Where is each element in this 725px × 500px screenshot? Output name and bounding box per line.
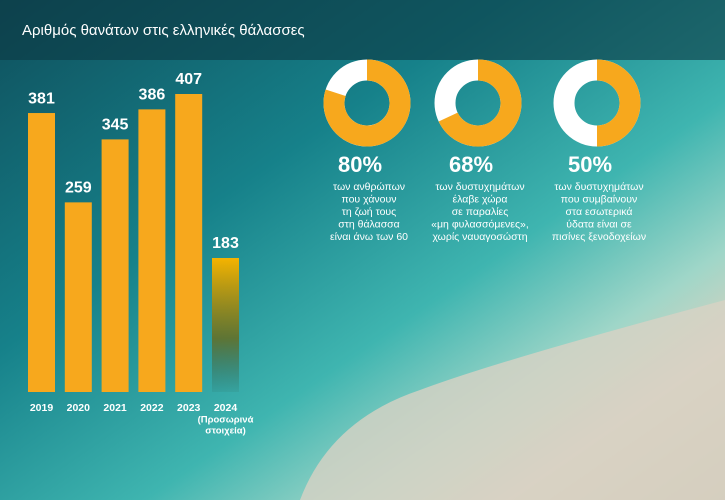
description: ύδατα είναι σε [566,218,632,230]
value-label: 381 [28,90,55,107]
chart-title: Αριθμός θανάτων στις ελληνικές θάλασσες [22,22,305,39]
bar [138,109,166,393]
percent-label: 68% [449,152,493,177]
description: τη ζωή τους [342,206,396,218]
bar [28,113,55,392]
description: έλαβε χώρα [453,193,508,205]
value-label: 183 [212,235,239,252]
value-label: 345 [102,117,129,134]
value-label: 386 [139,87,166,104]
description: «μη φυλασσόμενες», [431,218,529,230]
x-tick-label: 2019 [30,402,54,414]
annotation: (Προσωρινά [198,415,254,426]
description: στη θάλασσα [338,218,400,230]
donut-arc [596,59,641,147]
annotation: στοιχεία) [205,426,246,437]
x-tick-label: 2021 [103,402,127,414]
x-tick-label: 2020 [67,402,91,414]
bar [101,139,129,392]
description: που χάνουν [342,193,397,205]
top-shade [0,0,725,60]
x-tick-label: 2024 [214,402,238,414]
description: σε παραλίες [452,206,509,218]
bar [64,202,92,392]
donut-arc [323,59,411,147]
description: των δυστυχημάτων [435,181,524,193]
value-label: 259 [65,180,92,197]
percent-label: 50% [568,152,612,177]
description: στα εσωτερικά [565,206,632,218]
bar [175,94,203,392]
description: που συμβαίνουν [561,193,637,205]
donut-arc [438,59,522,147]
value-label: 407 [175,71,202,88]
description: πισίνες ξενοδοχείων [552,231,646,243]
percent-label: 80% [338,152,382,177]
x-tick-label: 2023 [177,402,201,414]
x-tick-label: 2022 [140,402,164,414]
description: των ανθρώπων [333,181,405,193]
description: είναι άνω των 60 [330,231,408,243]
beach [300,300,725,500]
description: των δυστυχημάτων [554,181,643,193]
description: χωρίς ναυαγοσώστη [432,231,527,243]
bar [212,258,239,392]
